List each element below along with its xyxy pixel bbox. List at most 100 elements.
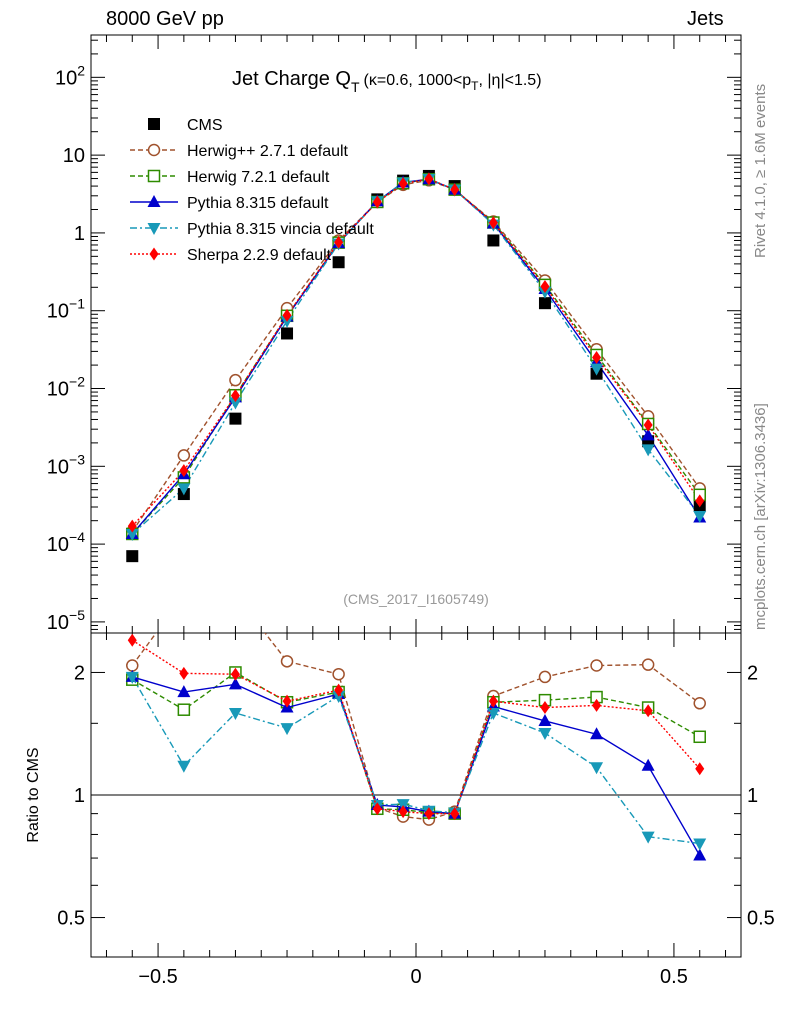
legend-label: Pythia 8.315 default	[187, 195, 329, 212]
legend-marker	[147, 223, 161, 235]
series-line-sherpa	[131, 178, 701, 527]
ratio-point-sherpa	[127, 633, 137, 647]
ratio-point-sherpa	[695, 762, 705, 776]
y-tick-label: 10−2	[47, 374, 85, 401]
ratio-point-herwig7	[693, 730, 706, 744]
y-tick-label: 1	[74, 223, 85, 245]
ratio-point-sherpa	[282, 694, 292, 708]
legend-entry-herwigpp: Herwig++ 2.7.1 default	[130, 143, 349, 160]
ratio-point-herwig7	[177, 703, 191, 716]
y-tick-label: 102	[55, 62, 85, 89]
ratio-point-herwigpp	[280, 655, 294, 668]
data-point-sherpa	[334, 235, 344, 249]
data-point-CMS	[487, 234, 500, 247]
data-point-sherpa	[592, 351, 602, 365]
data-point-sherpa	[540, 279, 550, 293]
ratio-series-pythia	[125, 669, 707, 861]
legend-entry-pythia: Pythia 8.315 default	[130, 195, 329, 212]
ratio-point-vincia	[693, 838, 707, 851]
main-series-layer	[125, 169, 707, 563]
legend-label: Pythia 8.315 vincia default	[187, 221, 374, 238]
legend: CMS Herwig++ 2.7.1 default Herwig 7.2.1 de…	[130, 117, 374, 264]
data-point-CMS	[229, 412, 242, 425]
data-point-CMS	[126, 550, 139, 563]
ratio-point-vincia	[396, 799, 410, 812]
data-point-herwigpp	[177, 449, 191, 462]
ratio-point-pythia	[177, 685, 191, 698]
ratio-point-herwigpp	[332, 667, 345, 681]
y-tick-label: 10−4	[47, 529, 85, 556]
energy-label: 8000 GeV pp	[106, 8, 224, 30]
ratio-point-herwigpp	[230, 589, 241, 600]
legend-marker	[149, 247, 159, 261]
x-tick-label: −0.5	[138, 966, 177, 988]
ratio-point-herwigpp	[693, 697, 706, 710]
legend-label: Herwig++ 2.7.1 default	[187, 143, 349, 160]
analysis-tag: (CMS_2017_I1605749)	[343, 591, 489, 607]
data-point-sherpa	[230, 389, 240, 403]
rivet-version-label: Rivet 4.1.0, ≥ 1.6M events	[752, 83, 769, 258]
legend-marker	[147, 195, 161, 207]
ratio-point-vincia	[280, 723, 294, 736]
ratio-axis-label: Ratio to CMS	[25, 747, 42, 842]
data-point-sherpa	[424, 172, 434, 186]
legend-marker	[147, 143, 161, 157]
ratio-y-tick-label-right: 1	[747, 785, 758, 807]
legend-entry-herwig7: Herwig 7.2.1 default	[130, 169, 330, 186]
data-point-vincia	[177, 483, 191, 496]
data-point-vincia	[228, 397, 242, 410]
data-point-CMS	[332, 256, 345, 269]
ratio-point-vincia	[641, 831, 655, 844]
ratio-point-sherpa	[230, 667, 240, 681]
y-tick-label: 10−3	[47, 451, 85, 478]
legend-marker	[147, 169, 161, 183]
data-point-sherpa	[450, 183, 460, 197]
data-point-CMS	[538, 297, 551, 310]
legend-entry-CMS: CMS	[148, 117, 223, 134]
ratio-point-herwigpp	[641, 658, 655, 671]
series-herwigpp	[131, 179, 701, 532]
ratio-point-herwigpp	[538, 670, 552, 684]
data-point-sherpa	[127, 519, 137, 533]
ratio-point-vincia	[538, 728, 552, 741]
data-point-herwigpp	[229, 373, 242, 387]
ratio-line-vincia	[131, 676, 700, 845]
data-point-CMS	[281, 327, 294, 340]
ratio-point-sherpa	[540, 701, 550, 715]
ratio-point-herwigpp	[178, 589, 189, 600]
ratio-y-tick-label-left: 1	[74, 785, 85, 807]
series-sherpa	[131, 178, 701, 527]
ratio-point-vincia	[177, 760, 191, 773]
data-point-vincia	[693, 510, 707, 523]
ratio-series-layer	[125, 589, 707, 861]
y-tick-label: 10	[63, 145, 85, 167]
ratio-line-pythia	[132, 676, 701, 856]
ratio-point-vincia	[332, 691, 346, 704]
legend-marker	[148, 118, 160, 130]
ratio-point-herwigpp	[590, 659, 603, 672]
ratio-series-sherpa	[127, 633, 705, 821]
ratio-point-sherpa	[488, 694, 498, 708]
data-point-sherpa	[643, 418, 653, 432]
data-point-vincia	[590, 363, 604, 376]
ratio-point-sherpa	[592, 698, 602, 712]
ratio-point-vincia	[590, 762, 604, 775]
ratio-line-sherpa	[131, 639, 701, 815]
data-point-sherpa	[695, 494, 705, 508]
data-point-sherpa	[488, 216, 498, 230]
ratio-point-sherpa	[334, 683, 344, 697]
ratio-point-sherpa	[179, 666, 189, 680]
markers-sherpa	[127, 172, 705, 533]
data-point-sherpa	[282, 308, 292, 322]
ratio-y-tick-label-right: 2	[747, 662, 758, 684]
ratio-point-sherpa	[398, 805, 408, 819]
data-point-sherpa	[372, 195, 382, 209]
ratio-point-sherpa	[372, 802, 382, 816]
series-line-herwigpp	[131, 179, 701, 532]
plot-title: Jet Charge QT (κ=0.6, 1000<pT, |η|<1.5)	[232, 68, 542, 95]
ratio-point-pythia	[228, 677, 242, 690]
data-point-vincia	[641, 444, 655, 457]
legend-label: Herwig 7.2.1 default	[187, 169, 330, 186]
ratio-point-sherpa	[450, 807, 460, 821]
